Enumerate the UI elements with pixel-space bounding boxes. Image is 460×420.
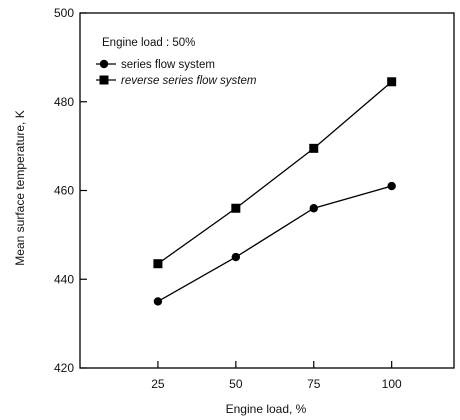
data-point xyxy=(153,259,163,269)
x-tick-label: 100 xyxy=(382,377,402,391)
y-tick-label: 440 xyxy=(54,272,74,286)
legend-label-reverse-series-flow: reverse series flow system xyxy=(121,75,257,87)
y-tick-label: 420 xyxy=(54,361,74,375)
data-point xyxy=(309,204,318,213)
data-point xyxy=(153,297,163,306)
y-axis-ticks: 420 440 460 480 500 xyxy=(54,6,87,375)
x-axis-title: Engine load, % xyxy=(226,402,307,416)
x-tick-label: 75 xyxy=(307,377,321,391)
series-line-reverse-series-flow xyxy=(157,81,393,265)
x-tick-label: 50 xyxy=(229,377,243,391)
legend-marker-series-flow xyxy=(99,59,109,69)
series-layer xyxy=(153,77,397,306)
y-tick-label: 460 xyxy=(54,184,74,198)
data-point xyxy=(387,181,396,191)
legend-title: Engine load : 50% xyxy=(102,37,195,49)
y-tick-label: 500 xyxy=(54,6,74,20)
legend: Engine load : 50% series flow system rev… xyxy=(96,37,257,87)
legend-label-series-flow: series flow system xyxy=(121,59,215,71)
x-axis-ticks: 25 50 75 100 xyxy=(151,361,402,391)
x-tick-label: 25 xyxy=(151,377,165,391)
y-axis-title: Mean surface temperature, K xyxy=(13,110,27,265)
data-point xyxy=(231,203,241,213)
data-point xyxy=(231,252,241,262)
data-point xyxy=(309,143,319,153)
legend-marker-reverse-series-flow xyxy=(99,75,109,85)
y-tick-label: 480 xyxy=(54,95,74,109)
series-line-series-flow xyxy=(157,185,392,303)
data-point xyxy=(387,77,397,87)
